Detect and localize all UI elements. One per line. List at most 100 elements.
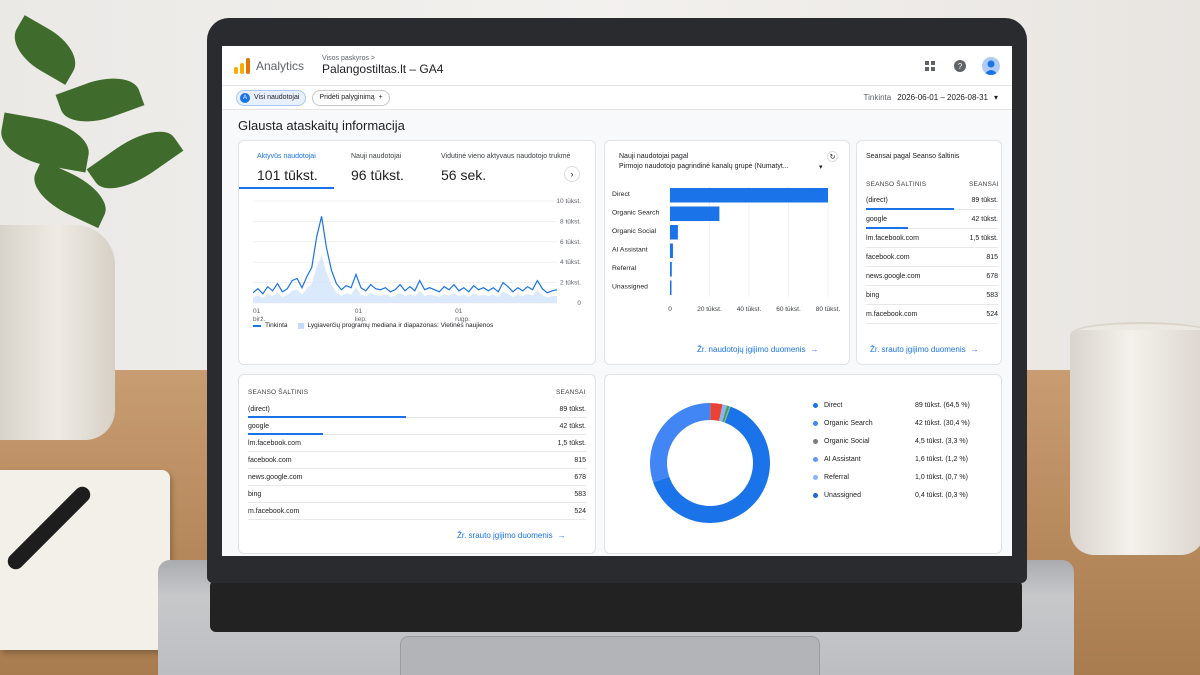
traffic-acquisition-link[interactable]: Žr. srauto įgijimo duomenis → (457, 531, 566, 540)
help-icon[interactable]: ? (952, 58, 968, 74)
legend-value: 89 tūkst. (64,5 %) (915, 402, 970, 409)
table-row[interactable]: bing 583 (866, 286, 998, 305)
bar-category-label: Direct (612, 191, 630, 198)
add-comparison-label: Pridėti palyginimą (319, 94, 375, 101)
segment-chip[interactable]: A Visi naudotojai (236, 89, 307, 106)
donut-slice-unassigned (723, 406, 731, 423)
table-row[interactable]: news.google.com 678 (248, 469, 586, 486)
peer-range-band (253, 255, 557, 303)
bar-ai-assistant (670, 243, 673, 258)
channels-card: Nauji naudotojai pagal Pirmojo naudotojo… (604, 140, 850, 365)
table-row[interactable]: lm.facebook.com 1,5 tūkst. (248, 435, 586, 452)
breadcrumb[interactable]: Visos paskyros > Palangostiltas.lt – GA4 (322, 55, 443, 76)
apps-grid-icon[interactable] (922, 58, 938, 74)
refresh-icon[interactable]: ↻ (827, 151, 838, 162)
donut-legend-item[interactable]: Unassigned 0,4 tūkst. (0,3 %) (813, 492, 968, 499)
coffee-cup (1070, 330, 1200, 555)
active-tab-indicator (239, 187, 334, 189)
table-row[interactable]: lm.facebook.com 1,5 tūkst. (866, 229, 998, 248)
legend-dot (813, 493, 818, 498)
column-header-source: SEANSO ŠALTINIS (866, 181, 927, 188)
x-tick-label: 80 tūkst. (816, 306, 841, 313)
analytics-screen: Analytics Visos paskyros > Palangostilta… (222, 46, 1012, 556)
breadcrumb-accounts[interactable]: Visos paskyros > (322, 55, 376, 62)
tab-active-users[interactable]: Aktyvūs naudotojai (257, 153, 316, 160)
laptop-keyboard (210, 580, 1022, 632)
source-name: news.google.com (866, 272, 921, 280)
series-line-tinkinta (252, 216, 558, 295)
users-line-chart: 10 tūkst. 8 tūkst. 6 tūkst. 4 tūkst. 2 tūkst… (252, 198, 581, 323)
legend-dot (813, 403, 818, 408)
sessions-source-card: Seansai pagal Seanso šaltinis SEANSO ŠAL… (856, 140, 1002, 365)
arrow-right-icon: → (970, 345, 979, 354)
source-name: bing (248, 490, 262, 498)
date-range-picker[interactable]: Tinkinta 2026-06-01 – 2026-08-31 ▾ (864, 93, 998, 102)
source-name: lm.facebook.com (866, 234, 919, 242)
segment-icon: A (240, 92, 250, 103)
legend-label: Organic Search (824, 420, 873, 427)
date-range-value: 2026-06-01 – 2026-08-31 (897, 93, 988, 102)
user-acquisition-link-label: Žr. naudotojų įgijimo duomenis (697, 345, 806, 354)
donut-legend-item[interactable]: Direct 89 tūkst. (64,5 %) (813, 402, 970, 409)
sessions-value: 524 (986, 310, 998, 318)
active-users-value: 101 tūkst. (257, 167, 318, 183)
source-name: facebook.com (866, 253, 910, 261)
table-row[interactable]: bing 583 (248, 486, 586, 503)
next-arrow-icon[interactable]: › (564, 166, 580, 182)
column-header-sessions: SEANSAI (556, 389, 586, 396)
sessions-value: 583 (574, 490, 586, 498)
table-row[interactable]: (direct) 89 tūkst. (866, 191, 998, 210)
bar-category-label: AI Assistant (612, 247, 648, 254)
chevron-down-icon[interactable]: ▾ (819, 164, 823, 171)
y-tick-label: 4 tūkst. (560, 259, 581, 266)
x-tick-label: birž. (253, 316, 265, 323)
legend-label: Organic Social (824, 438, 870, 445)
add-comparison-button[interactable]: Pridėti palyginimą + (312, 89, 390, 106)
laptop-touchpad (400, 636, 820, 675)
sessions-card-title: Seansai pagal Seanso šaltinis (866, 153, 960, 160)
source-name: m.facebook.com (248, 507, 300, 515)
sessions-value: 42 tūkst. (971, 215, 998, 223)
source-name: news.google.com (248, 473, 303, 481)
table-row[interactable]: google 42 tūkst. (866, 210, 998, 229)
column-header-source: SEANSO ŠALTINIS (248, 389, 309, 396)
y-tick-label: 0 (577, 300, 581, 307)
source-name: bing (866, 291, 880, 299)
legend-value: 4,5 tūkst. (3,3 %) (915, 438, 968, 445)
donut-legend-item[interactable]: Referral 1,0 tūkst. (0,7 %) (813, 474, 968, 481)
legend-label: Unassigned (824, 492, 861, 499)
donut-slice-referral (722, 405, 730, 423)
arrow-right-icon: → (557, 531, 566, 540)
user-acquisition-link[interactable]: Žr. naudotojų įgijimo duomenis → (697, 345, 819, 354)
tab-engagement-time[interactable]: Vidutinė vieno aktyvaus naudotojo trukmė (441, 153, 571, 160)
source-name: lm.facebook.com (248, 439, 301, 447)
y-tick-label: 2 tūkst. (560, 280, 581, 287)
table-row[interactable]: google 42 tūkst. (248, 418, 586, 435)
tab-new-users[interactable]: Nauji naudotojai (351, 153, 402, 160)
traffic-acquisition-link-label: Žr. srauto įgijimo duomenis (457, 531, 553, 540)
app-header: Analytics Visos paskyros > Palangostilta… (222, 46, 1012, 86)
traffic-acquisition-link[interactable]: Žr. srauto įgijimo duomenis → (870, 345, 979, 354)
table-row[interactable]: (direct) 89 tūkst. (248, 401, 586, 418)
source-name: (direct) (248, 405, 270, 413)
y-tick-label: 6 tūkst. (560, 239, 581, 246)
table-row[interactable]: m.facebook.com 524 (248, 503, 586, 520)
table-row[interactable]: news.google.com 678 (866, 267, 998, 286)
plant-pot (0, 225, 115, 440)
donut-legend-item[interactable]: AI Assistant 1,6 tūkst. (1,2 %) (813, 456, 968, 463)
property-selector[interactable]: Palangostiltas.lt – GA4 (322, 62, 444, 76)
row-share-bar (866, 208, 954, 210)
donut-legend-item[interactable]: Organic Search 42 tūkst. (30,4 %) (813, 420, 970, 427)
donut-legend-item[interactable]: Organic Social 4,5 tūkst. (3,3 %) (813, 438, 968, 445)
table-row[interactable]: facebook.com 815 (248, 452, 586, 469)
source-name: google (248, 422, 270, 430)
overview-card: Aktyvūs naudotojai 101 tūkst. Nauji naud… (238, 140, 596, 365)
channels-dimension-selector[interactable]: Pirmojo naudotojo pagrindinė kanalų grup… (619, 163, 789, 170)
row-share-bar (248, 416, 406, 418)
x-tick-label: 0 (668, 306, 672, 313)
avatar[interactable] (982, 56, 1000, 75)
sessions-value: 678 (986, 272, 998, 280)
source-name: facebook.com (248, 456, 292, 464)
table-row[interactable]: facebook.com 815 (866, 248, 998, 267)
table-row[interactable]: m.facebook.com 524 (866, 305, 998, 324)
